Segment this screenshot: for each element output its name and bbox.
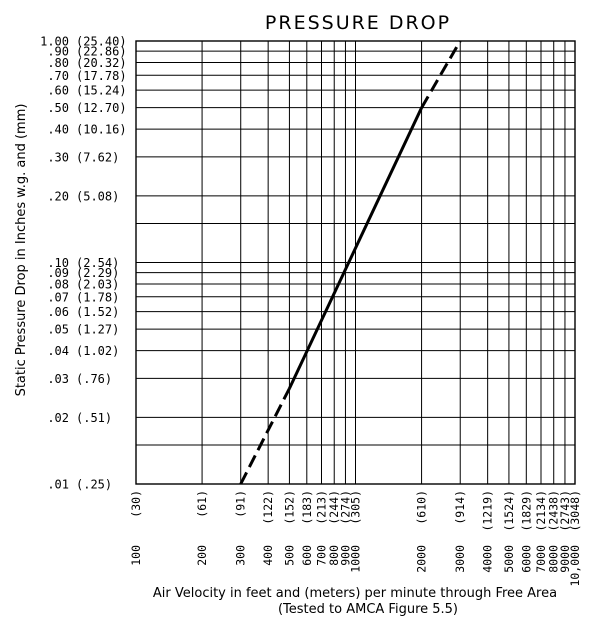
- series-line-dashed: [239, 387, 291, 485]
- y-tick-label-mm: (12.70): [76, 101, 127, 115]
- y-tick-label-mm: (.25): [76, 478, 112, 492]
- y-axis-title: Static Pressure Drop in Inches w.g. and …: [14, 104, 29, 397]
- y-tick-label-mm: (20.32): [76, 56, 127, 70]
- y-tick-label-mm: (2.29): [76, 266, 119, 280]
- y-tick-label-mm: (1.52): [76, 305, 119, 319]
- x-tick-label-m: (2743): [558, 490, 572, 532]
- x-tick-label-fpm: 900: [338, 545, 352, 566]
- y-tick-label-mm: (22.86): [76, 45, 127, 59]
- x-tick-label-fpm: 6000: [519, 545, 533, 573]
- y-tick-label-in: .07: [47, 290, 69, 304]
- chart-series: [239, 40, 462, 485]
- y-tick-label-mm: (10.16): [76, 123, 127, 137]
- series-line-solid: [288, 107, 423, 390]
- y-tick-label-mm: (.51): [76, 411, 112, 425]
- x-tick-label-m: (61): [195, 490, 209, 518]
- x-tick-label-m: (183): [300, 490, 314, 525]
- y-tick-label-in: .50: [47, 101, 69, 115]
- x-tick-label-fpm: 4000: [481, 545, 495, 573]
- x-tick-label-fpm: 2000: [415, 545, 429, 573]
- x-tick-label-m: (274): [338, 490, 352, 525]
- x-tick-label-fpm: 8000: [547, 545, 561, 573]
- x-tick-label-m: (152): [282, 490, 296, 525]
- y-tick-label-in: .08: [47, 277, 69, 291]
- y-tick-label-in: .04: [47, 344, 69, 358]
- y-tick-label-in: .70: [47, 69, 69, 83]
- x-axis-note: (Tested to AMCA Figure 5.5): [278, 602, 458, 617]
- y-tick-label-mm: (2.54): [76, 256, 119, 270]
- x-tick-label-m: (1829): [519, 490, 533, 532]
- y-tick-label-mm: (.76): [76, 372, 112, 386]
- y-tick-label-mm: (25.40): [76, 35, 127, 49]
- x-tick-label-fpm: 1000: [349, 545, 363, 573]
- y-tick-label-mm: (17.78): [76, 69, 127, 83]
- y-tick-label-in: .80: [47, 56, 69, 70]
- y-tick-label-in: .20: [47, 189, 69, 203]
- y-tick-label-mm: (1.27): [76, 323, 119, 337]
- x-tick-label-fpm: 500: [282, 545, 296, 566]
- x-tick-label-fpm: 10,000: [568, 545, 582, 587]
- x-tick-label-fpm: 9000: [558, 545, 572, 573]
- y-tick-label-in: .30: [47, 150, 69, 164]
- x-tick-label-fpm: 100: [129, 545, 143, 566]
- y-tick-label-mm: (1.02): [76, 344, 119, 358]
- x-tick-label-fpm: 700: [314, 545, 328, 566]
- y-tick-label-in: .10: [47, 256, 69, 270]
- x-tick-label-m: (2438): [547, 490, 561, 532]
- y-tick-label-mm: (1.78): [76, 290, 119, 304]
- y-tick-label-mm: (2.03): [76, 277, 119, 291]
- x-tick-label-fpm: 200: [195, 545, 209, 566]
- y-tick-label-in: .40: [47, 123, 69, 137]
- y-tick-label-mm: (7.62): [76, 150, 119, 164]
- y-tick-label-in: .06: [47, 305, 69, 319]
- x-tick-label-m: (305): [349, 490, 363, 525]
- x-tick-label-m: (3048): [568, 490, 582, 532]
- x-tick-label-fpm: 5000: [502, 545, 516, 573]
- x-tick-label-fpm: 3000: [453, 545, 467, 573]
- y-tick-label-in: .01: [47, 478, 69, 492]
- chart-title: PRESSURE DROP: [265, 12, 451, 34]
- x-tick-label-fpm: 800: [327, 545, 341, 566]
- x-tick-label-m: (91): [234, 490, 248, 518]
- y-tick-labels: .01 (.25) .02 (.51) .03 (.76) .04 (1.02) .05 (1.2…: [40, 35, 126, 492]
- y-tick-label-in: 1.00: [40, 35, 69, 49]
- x-tick-label-fpm: 7000: [534, 545, 548, 573]
- x-axis-title: Air Velocity in feet and (meters) per mi…: [153, 586, 557, 601]
- x-tick-labels: (30) 100 (61) 200 (91) 300 (122) 400 (152) 500 (18…: [129, 490, 582, 587]
- y-tick-label-in: .02: [47, 411, 69, 425]
- x-tick-label-m: (1219): [481, 490, 495, 532]
- x-tick-label-m: (213): [314, 490, 328, 525]
- y-tick-label-in: .09: [47, 266, 69, 280]
- x-tick-label-m: (122): [261, 490, 275, 525]
- y-tick-label-in: .90: [47, 45, 69, 59]
- x-tick-label-m: (2134): [534, 490, 548, 532]
- y-tick-label-mm: (5.08): [76, 189, 119, 203]
- y-tick-label-mm: (15.24): [76, 84, 127, 98]
- x-tick-label-m: (1524): [502, 490, 516, 532]
- x-tick-label-fpm: 400: [261, 545, 275, 566]
- y-tick-label-in: .60: [47, 84, 69, 98]
- x-tick-label-m: (30): [129, 490, 143, 518]
- y-tick-label-in: .03: [47, 372, 69, 386]
- series-line-dashed: [420, 40, 462, 109]
- x-tick-label-fpm: 300: [234, 545, 248, 566]
- x-tick-label-m: (610): [415, 490, 429, 525]
- x-tick-label-fpm: 600: [300, 545, 314, 566]
- x-tick-label-m: (244): [327, 490, 341, 525]
- x-tick-label-m: (914): [453, 490, 467, 525]
- y-tick-label-in: .05: [47, 323, 69, 337]
- chart-grid: [135, 40, 576, 485]
